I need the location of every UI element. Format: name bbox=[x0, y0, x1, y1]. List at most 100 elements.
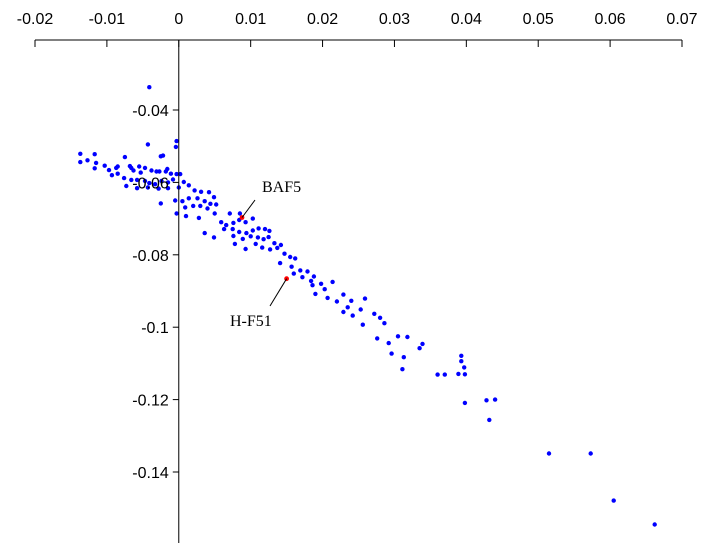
data-point bbox=[267, 228, 272, 234]
data-point bbox=[253, 241, 258, 247]
data-point bbox=[417, 346, 422, 351]
data-point bbox=[221, 226, 227, 232]
x-tick-label: 0.05 bbox=[523, 11, 554, 28]
data-point bbox=[165, 180, 171, 185]
data-point bbox=[459, 353, 464, 358]
data-point bbox=[102, 163, 107, 168]
y-tick-label: -0.1 bbox=[141, 320, 169, 337]
data-point bbox=[244, 230, 249, 236]
data-point bbox=[196, 215, 202, 221]
x-tick-label: 0.01 bbox=[235, 11, 266, 28]
data-point bbox=[124, 183, 129, 189]
data-point bbox=[142, 165, 148, 171]
data-point bbox=[186, 183, 191, 188]
data-point bbox=[308, 278, 314, 284]
data-point bbox=[250, 216, 255, 221]
data-point bbox=[266, 234, 271, 240]
data-point bbox=[298, 268, 303, 273]
data-point bbox=[243, 220, 248, 225]
data-point bbox=[289, 264, 294, 269]
data-point bbox=[227, 211, 232, 216]
data-point bbox=[212, 211, 217, 216]
data-point bbox=[224, 222, 229, 228]
data-point bbox=[183, 213, 189, 219]
data-point bbox=[152, 182, 158, 187]
data-point bbox=[305, 269, 310, 274]
data-point bbox=[487, 417, 492, 423]
data-point bbox=[165, 166, 170, 172]
data-point bbox=[106, 167, 112, 173]
data-point bbox=[389, 351, 394, 356]
data-point bbox=[173, 198, 178, 203]
x-tick-label: 0.02 bbox=[307, 11, 338, 28]
data-point bbox=[173, 144, 179, 150]
data-point bbox=[278, 242, 284, 248]
data-point bbox=[134, 177, 140, 183]
y-tick-label: -0.14 bbox=[132, 465, 169, 482]
data-point bbox=[134, 186, 140, 191]
annotation-label-h-f51: H-F51 bbox=[230, 313, 272, 330]
data-point bbox=[611, 498, 616, 503]
data-point bbox=[122, 154, 128, 160]
data-point bbox=[267, 247, 273, 252]
data-point bbox=[78, 159, 83, 165]
data-point bbox=[325, 295, 330, 301]
data-point bbox=[137, 164, 142, 169]
data-point bbox=[243, 246, 248, 252]
data-point bbox=[330, 279, 335, 285]
data-point bbox=[401, 355, 406, 360]
data-point bbox=[147, 85, 152, 90]
data-point bbox=[293, 256, 298, 261]
data-point bbox=[375, 336, 380, 341]
data-point bbox=[362, 296, 368, 301]
data-point bbox=[202, 230, 207, 236]
annotation-leader-line bbox=[241, 199, 256, 218]
data-point bbox=[211, 195, 217, 200]
data-point bbox=[237, 229, 242, 235]
data-point bbox=[400, 367, 405, 372]
data-point bbox=[165, 186, 171, 191]
data-point bbox=[237, 211, 243, 216]
data-point bbox=[358, 307, 363, 312]
data-point bbox=[230, 226, 235, 232]
data-point bbox=[360, 322, 365, 327]
data-point bbox=[92, 152, 97, 157]
data-point bbox=[405, 334, 410, 340]
data-point bbox=[492, 397, 498, 402]
y-tick-label: -0.06 bbox=[132, 175, 169, 192]
data-point bbox=[129, 177, 134, 183]
data-point bbox=[300, 275, 305, 280]
data-point bbox=[142, 178, 148, 184]
data-point bbox=[240, 236, 245, 242]
data-point bbox=[250, 228, 255, 233]
x-tick-label: -0.02 bbox=[17, 11, 54, 28]
data-point bbox=[127, 163, 133, 169]
data-point bbox=[462, 372, 468, 377]
data-point bbox=[192, 188, 197, 193]
data-point bbox=[275, 245, 280, 251]
data-point bbox=[277, 260, 283, 266]
data-point bbox=[310, 283, 315, 288]
data-point bbox=[291, 271, 296, 276]
data-point bbox=[186, 196, 191, 201]
data-point bbox=[92, 166, 97, 171]
data-point bbox=[206, 190, 212, 195]
data-point bbox=[462, 400, 468, 406]
data-point bbox=[334, 299, 340, 304]
data-point bbox=[442, 372, 447, 377]
data-point bbox=[262, 226, 268, 232]
data-point bbox=[435, 372, 440, 377]
data-point bbox=[191, 203, 196, 209]
data-point bbox=[115, 171, 120, 176]
data-point bbox=[341, 292, 346, 297]
data-point bbox=[256, 226, 261, 231]
y-tick-label: -0.04 bbox=[132, 103, 169, 120]
x-tick-label: 0 bbox=[174, 11, 183, 28]
data-point bbox=[261, 237, 266, 242]
data-point bbox=[156, 186, 161, 191]
data-point bbox=[170, 177, 176, 182]
data-point bbox=[395, 334, 401, 339]
y-tick-label: -0.12 bbox=[132, 393, 169, 410]
data-point bbox=[159, 178, 164, 184]
